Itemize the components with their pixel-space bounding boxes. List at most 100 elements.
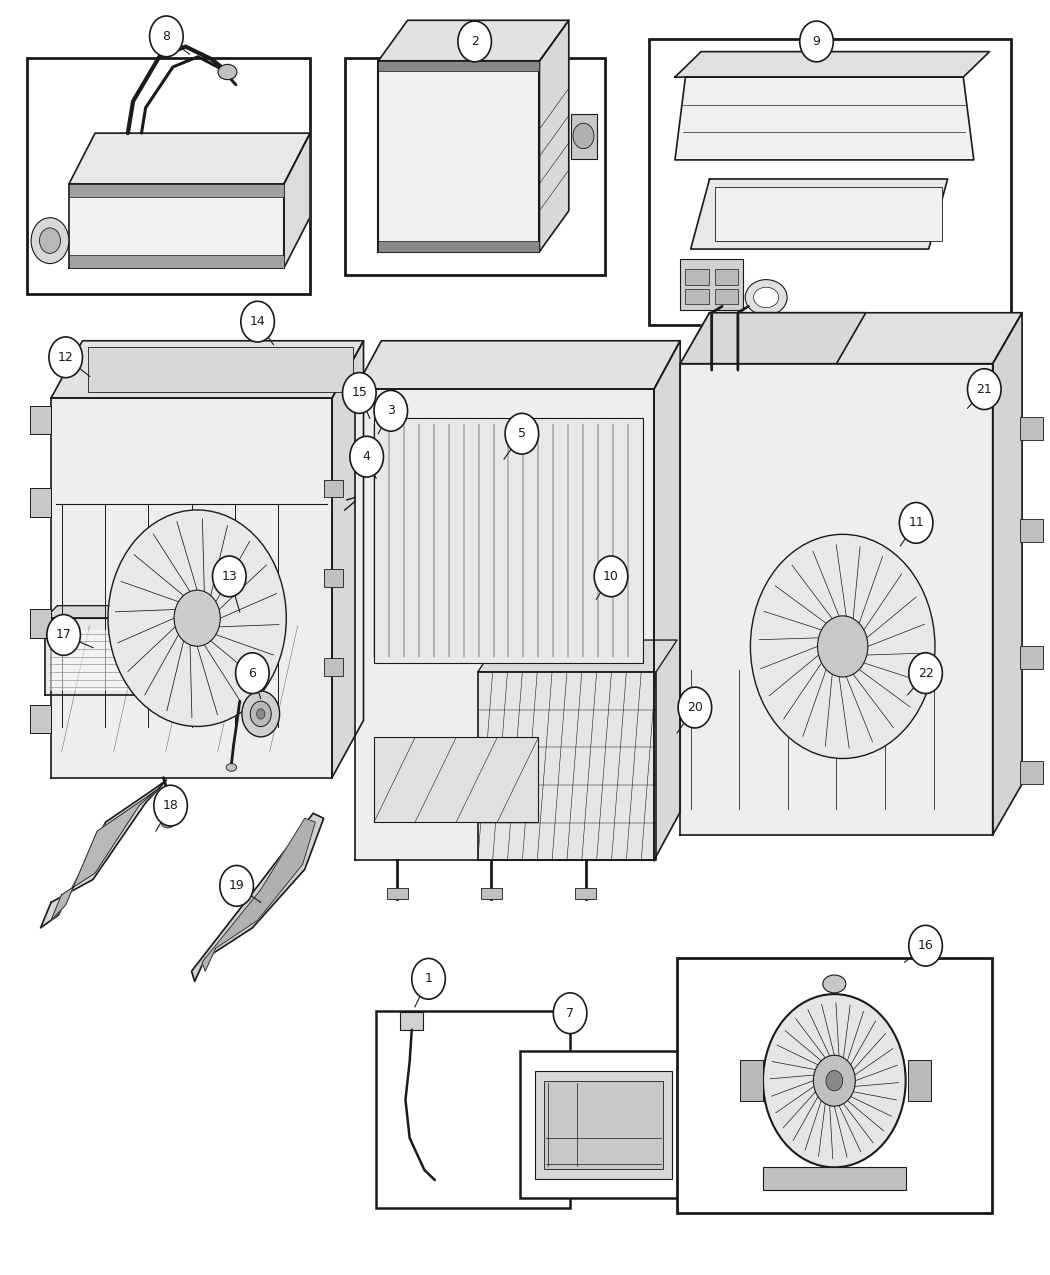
Bar [400,1012,423,1030]
Circle shape [763,994,906,1168]
Bar [680,259,743,310]
Polygon shape [45,606,225,618]
Circle shape [174,590,220,646]
Bar [715,269,738,284]
Text: 12: 12 [58,351,74,363]
Text: 2: 2 [470,34,479,48]
Text: 8: 8 [163,29,170,43]
Polygon shape [202,819,315,972]
Bar [520,1052,688,1198]
Circle shape [153,785,187,826]
Bar [376,1011,570,1209]
Text: 6: 6 [249,667,256,680]
Circle shape [374,390,407,431]
Circle shape [350,436,383,477]
Ellipse shape [823,975,846,993]
Polygon shape [41,780,166,928]
Text: 10: 10 [603,570,618,583]
Polygon shape [675,52,989,76]
Bar [69,255,284,268]
Text: 1: 1 [424,973,433,986]
Polygon shape [680,363,992,835]
Polygon shape [191,813,323,982]
Circle shape [49,337,83,377]
Circle shape [967,368,1001,409]
Circle shape [524,479,537,495]
Bar [374,418,643,663]
Bar [481,889,502,899]
Text: 18: 18 [163,799,178,812]
Bar [355,490,369,513]
Polygon shape [680,312,1022,363]
Polygon shape [51,398,332,778]
Polygon shape [691,179,947,249]
Circle shape [412,959,445,1000]
Polygon shape [680,312,866,363]
Bar [677,959,991,1214]
Bar [763,1168,906,1191]
Circle shape [594,556,628,597]
Circle shape [458,22,491,61]
Bar [27,57,310,293]
Polygon shape [284,133,310,268]
Circle shape [149,17,183,56]
Polygon shape [378,61,540,251]
Polygon shape [992,312,1022,835]
Bar [715,288,738,303]
Polygon shape [478,672,656,861]
Bar [69,184,284,196]
Circle shape [250,701,271,727]
Circle shape [814,1056,856,1107]
Circle shape [240,301,274,342]
Polygon shape [69,133,310,184]
Bar [378,241,540,251]
Bar [49,668,208,676]
Circle shape [256,709,265,719]
Circle shape [800,22,834,61]
Polygon shape [540,20,569,251]
Bar [1020,646,1043,669]
Bar [49,683,208,691]
Bar [49,660,208,668]
Bar [715,186,942,241]
Text: 19: 19 [229,880,245,892]
Bar [434,479,486,518]
Bar [88,347,353,391]
Bar [575,889,596,899]
Bar [386,889,407,899]
Circle shape [909,926,942,966]
Bar [740,1061,763,1102]
Circle shape [342,372,376,413]
Polygon shape [51,790,155,921]
Bar [344,57,605,274]
Polygon shape [378,20,569,61]
Bar [49,630,208,638]
Circle shape [900,502,932,543]
Circle shape [212,556,246,597]
Ellipse shape [162,819,174,827]
Bar [1020,519,1043,542]
Text: 17: 17 [56,629,71,641]
Bar [1020,417,1043,440]
Circle shape [219,866,253,907]
Circle shape [235,653,269,694]
Bar [323,569,342,586]
Bar [49,638,208,645]
Circle shape [32,218,69,264]
Bar [323,658,342,676]
Ellipse shape [754,287,779,307]
Circle shape [505,413,539,454]
Circle shape [826,1071,843,1091]
Bar [378,61,540,71]
Text: 21: 21 [976,382,992,395]
Bar [908,1061,930,1102]
Text: 9: 9 [813,34,820,48]
Circle shape [47,615,81,655]
Text: 20: 20 [687,701,702,714]
Text: 15: 15 [352,386,367,399]
Polygon shape [355,389,654,861]
Bar [49,676,208,683]
Circle shape [242,691,279,737]
Text: 7: 7 [566,1007,574,1020]
Ellipse shape [746,279,788,315]
